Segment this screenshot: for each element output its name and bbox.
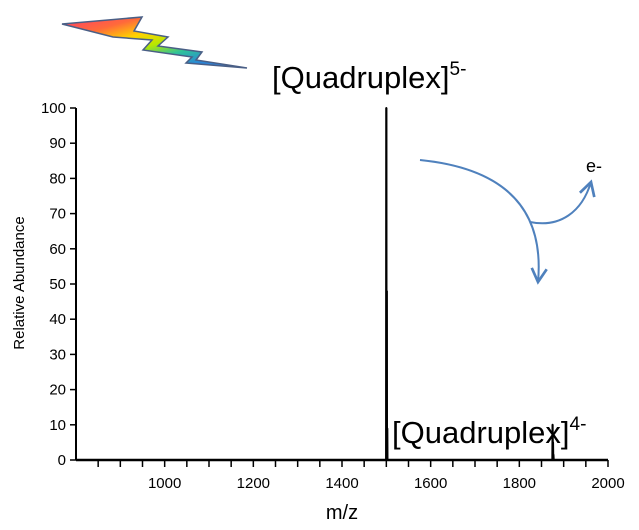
electron-detachment-arrow-icon xyxy=(419,159,596,285)
arrow-main-curve xyxy=(419,159,548,285)
x-tick-label: 1600 xyxy=(414,475,447,492)
axes xyxy=(75,108,608,462)
x-tick-label: 1400 xyxy=(325,475,358,492)
y-tick-label: 0 xyxy=(58,452,66,469)
tick-marks xyxy=(70,107,609,467)
lightning-bolt-icon xyxy=(61,16,248,69)
y-tick-label: 70 xyxy=(49,206,66,223)
x-axis-label: m/z xyxy=(326,502,358,524)
x-tick-label: 2000 xyxy=(591,475,624,492)
peak-label-base: [Quadruplex] xyxy=(272,60,450,95)
y-tick-label: 100 xyxy=(41,100,66,117)
peak-label-charge-4: [Quadruplex]4- xyxy=(392,414,586,450)
y-axis-label: Relative Abundance xyxy=(11,216,28,349)
y-tick-label: 40 xyxy=(49,311,66,328)
x-tick-label: 1800 xyxy=(503,475,536,492)
peak-label-base: [Quadruplex] xyxy=(392,415,570,450)
x-tick-label: 1000 xyxy=(148,475,181,492)
spectrum-line xyxy=(76,107,608,461)
y-tick-label: 10 xyxy=(49,417,66,434)
spectrum-trace xyxy=(76,107,608,461)
y-tick-label: 30 xyxy=(49,346,66,363)
y-tick-label: 20 xyxy=(49,382,66,399)
peak-label-charge: 4- xyxy=(570,414,587,435)
y-tick-label: 60 xyxy=(49,241,66,258)
peak-label-charge-5: [Quadruplex]5- xyxy=(272,59,466,95)
tick-labels: 0 10 20 30 40 50 60 70 80 90 100 1000 1200 1400 1600 18… xyxy=(41,100,625,492)
electron-label: e- xyxy=(586,156,602,176)
y-tick-label: 90 xyxy=(49,135,66,152)
peak-label-charge: 5- xyxy=(450,59,467,80)
arrow-branch-curve xyxy=(529,179,596,225)
y-tick-label: 80 xyxy=(49,170,66,187)
x-tick-label: 1200 xyxy=(237,475,270,492)
y-tick-label: 50 xyxy=(49,276,66,293)
